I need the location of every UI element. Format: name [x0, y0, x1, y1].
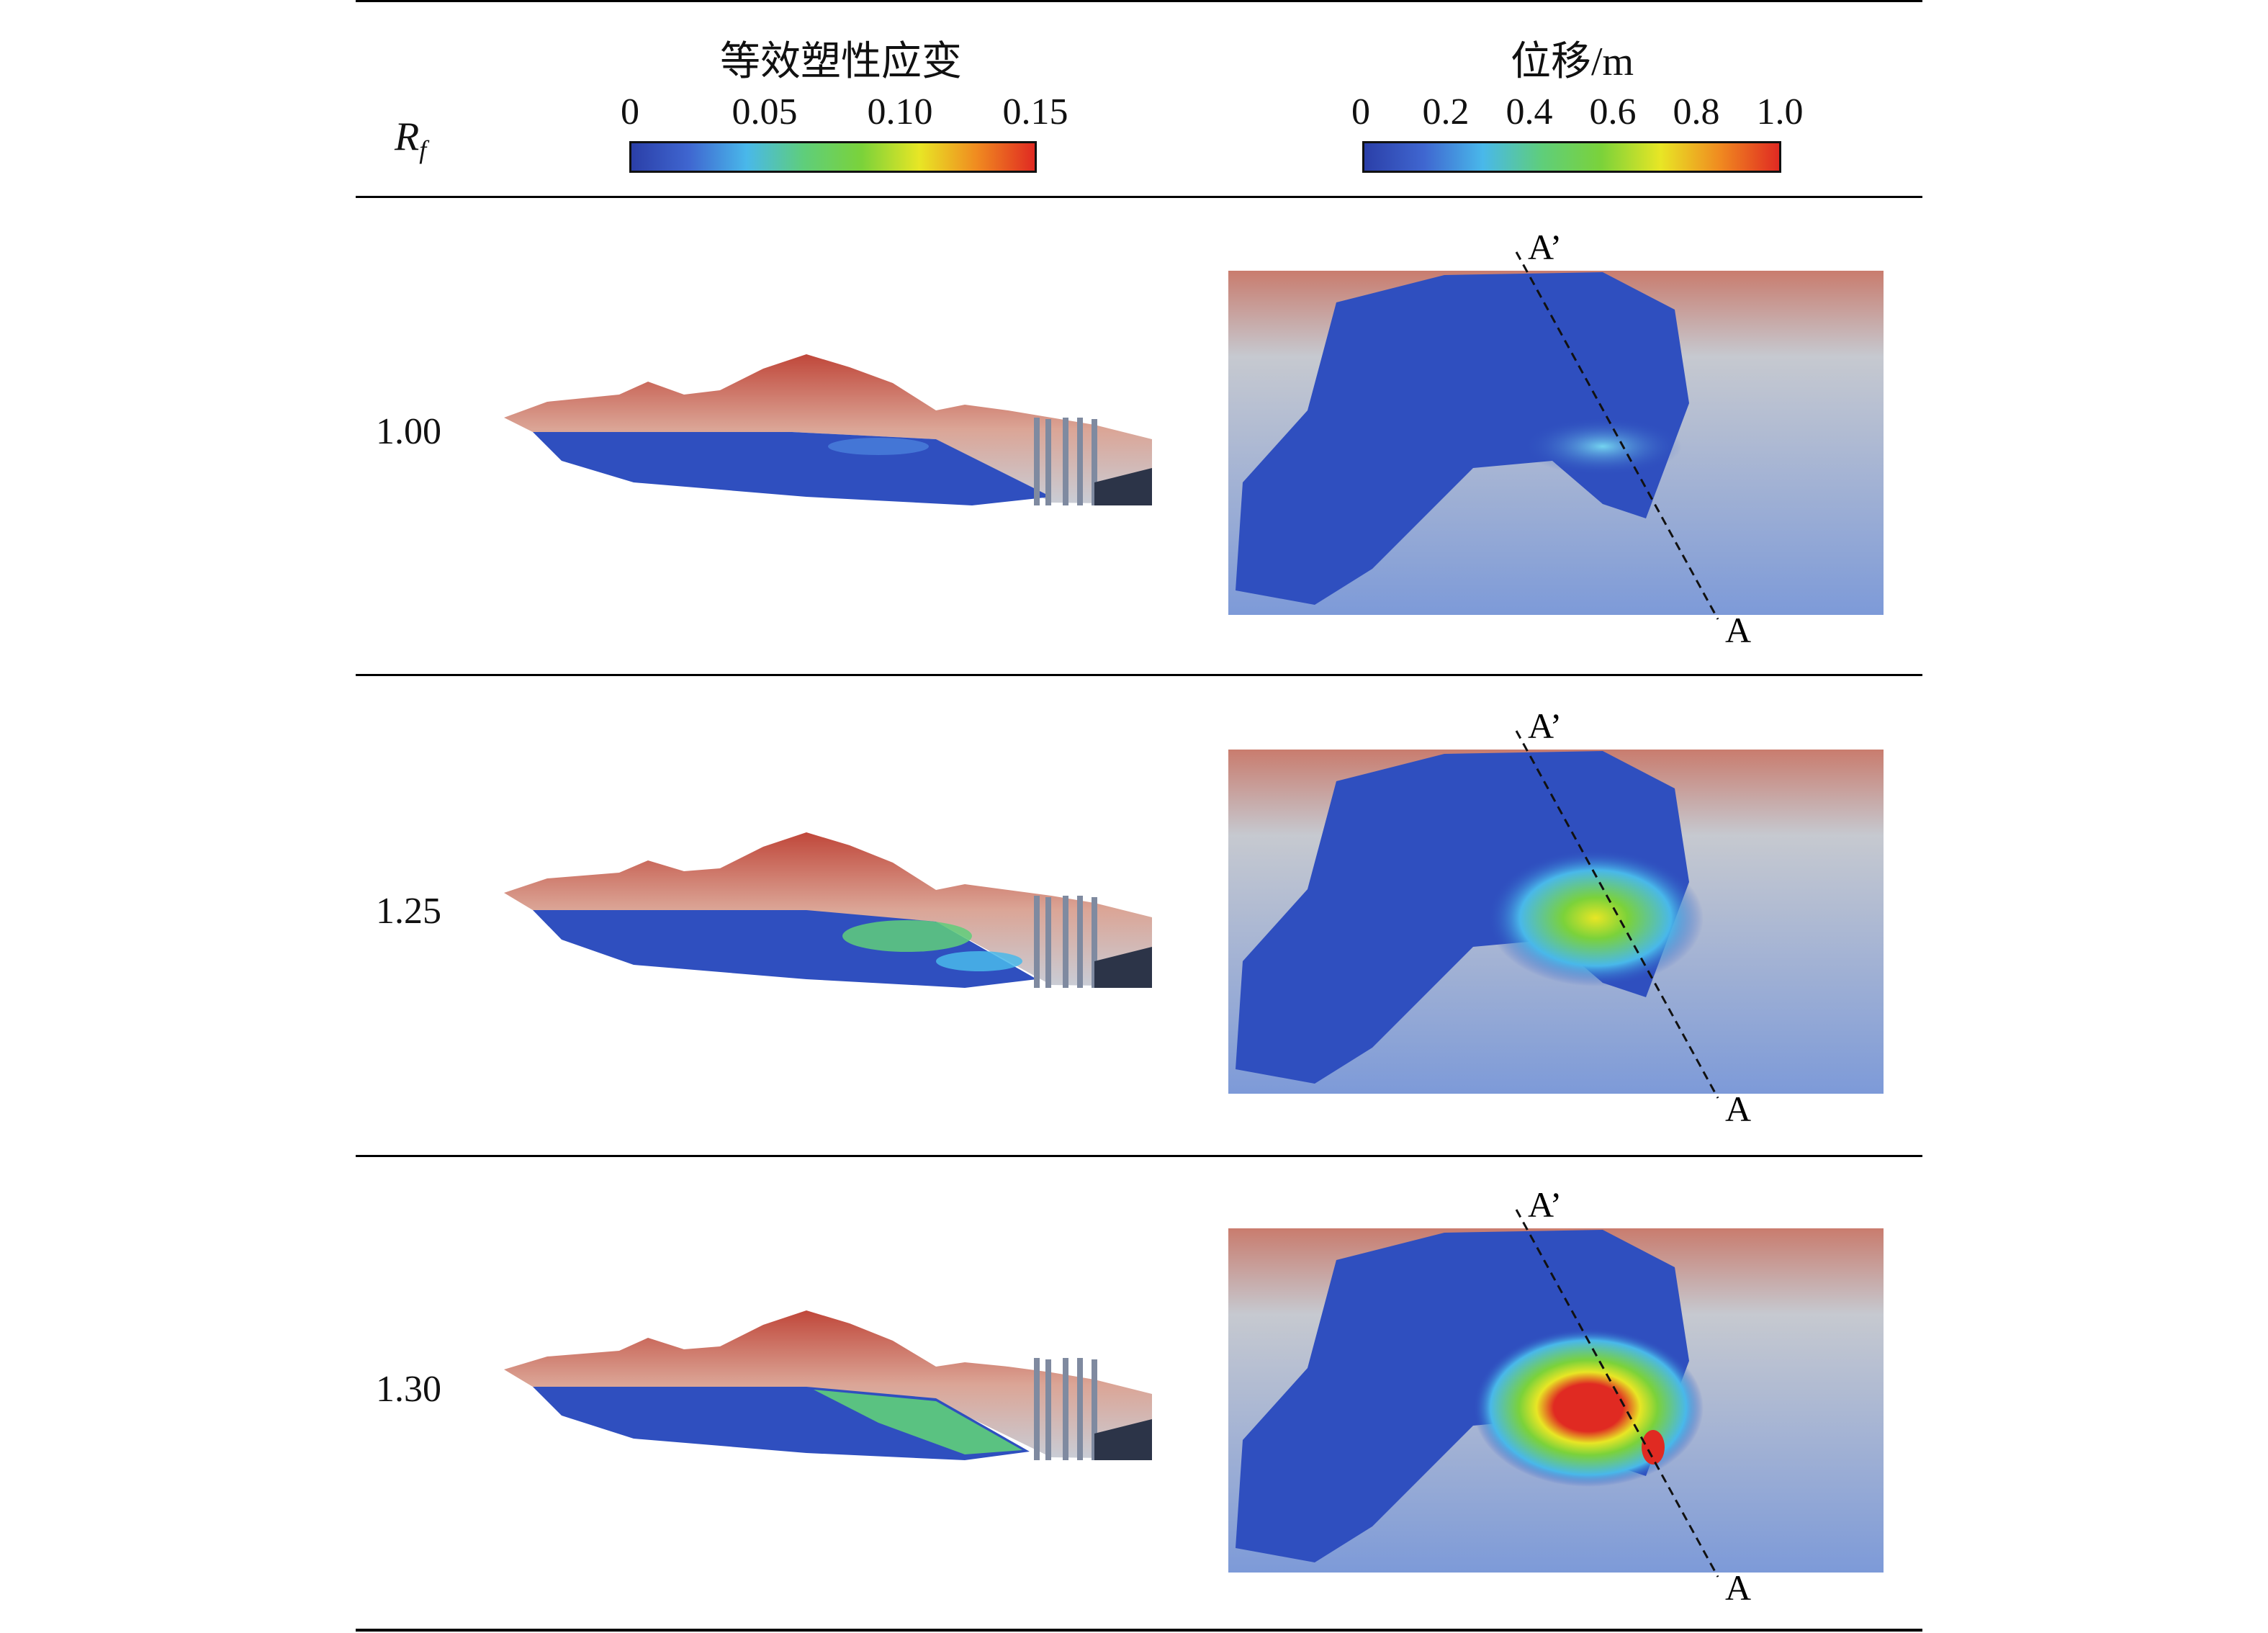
strain-zone [828, 438, 929, 455]
displacement-colorbar [1362, 141, 1781, 173]
row-1-displacement-plan-view: A’ A [1228, 227, 1884, 650]
strain-zone-cyan [936, 951, 1022, 971]
displacement-peak-secondary [1642, 1430, 1665, 1465]
bedrock-block [1094, 468, 1152, 505]
strain-tick-1: 0.05 [732, 91, 798, 132]
anti-slide-piles [1034, 896, 1097, 988]
strain-tick-0: 0 [621, 91, 639, 132]
strain-band-green [814, 1390, 1022, 1454]
strain-tick-3: 0.15 [1002, 91, 1068, 132]
slide-mass [1236, 272, 1689, 605]
disp-tick-1: 0.2 [1422, 91, 1470, 132]
displacement-peak [1524, 418, 1682, 475]
section-mark-start: A’ [1528, 227, 1562, 267]
anti-slide-piles [1034, 1358, 1097, 1460]
strain-zone-green [842, 920, 972, 952]
disp-tick-5: 1.0 [1756, 91, 1804, 132]
section-mark-end: A [1725, 1089, 1751, 1129]
slide-mass [1236, 751, 1689, 1084]
row-3-strain-section-view [504, 1310, 1152, 1460]
top-rule [356, 0, 1922, 2]
terrain-surface [504, 832, 1152, 986]
section-line-a-a [1515, 730, 1719, 1099]
row-1-rf-value: 1.00 [376, 411, 441, 452]
row-rule-2 [356, 1155, 1922, 1157]
disp-tick-0: 0 [1351, 91, 1370, 132]
row-parameter-label: Rf [395, 114, 427, 165]
section-mark-start: A’ [1528, 1184, 1562, 1225]
disp-tick-4: 0.8 [1673, 91, 1720, 132]
strain-tick-2: 0.10 [867, 91, 933, 132]
section-line-a-a [1515, 251, 1719, 620]
row-rule-1 [356, 674, 1922, 676]
section-line-a-a [1515, 1209, 1719, 1578]
row-2-displacement-plan-view: A’ A [1228, 706, 1884, 1129]
row-3-rf-value: 1.30 [376, 1369, 441, 1410]
anti-slide-piles [1034, 418, 1097, 505]
header-rule [356, 196, 1922, 198]
terrain-surface [504, 1310, 1152, 1459]
displacement-peak [1488, 850, 1704, 986]
section-mark-start: A’ [1528, 706, 1562, 746]
bottom-rule [356, 1629, 1922, 1632]
bedrock-block [1094, 1419, 1152, 1460]
displacement-peak [1473, 1328, 1704, 1487]
disp-tick-2: 0.4 [1506, 91, 1553, 132]
bedrock-block [1094, 947, 1152, 988]
disp-tick-3: 0.6 [1589, 91, 1637, 132]
strain-colorbar [629, 141, 1037, 173]
strain-colorbar-title: 等效塑性应变 [720, 40, 962, 84]
row-2-strain-section-view [504, 832, 1152, 988]
row-1-strain-section-view [504, 354, 1152, 505]
slide-mass [1236, 1230, 1689, 1562]
row-3-displacement-plan-view: A’ A [1228, 1184, 1884, 1608]
section-mark-end: A [1725, 610, 1751, 650]
section-mark-end: A [1725, 1567, 1751, 1608]
row-2-rf-value: 1.25 [376, 891, 441, 932]
displacement-colorbar-title: 位移/m [1511, 40, 1634, 84]
